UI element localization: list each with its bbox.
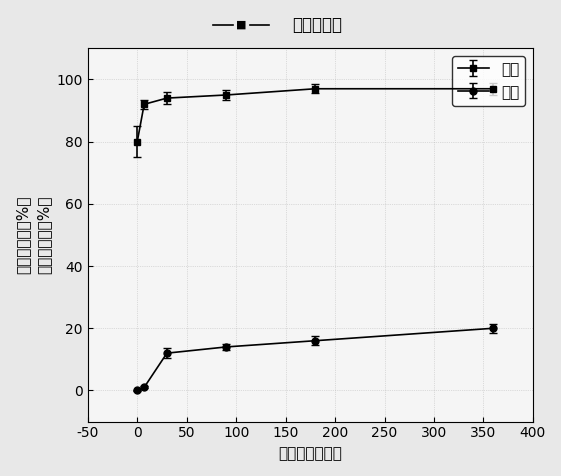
X-axis label: 反应时间（天）: 反应时间（天） xyxy=(278,446,342,461)
Text: ■: ■ xyxy=(236,20,246,30)
Y-axis label: 甲醛清除率（%）
甲醛消除率（%）: 甲醛清除率（%） 甲醛消除率（%） xyxy=(15,196,51,274)
Legend: 处理, 对照: 处理, 对照 xyxy=(452,56,525,106)
Text: 普通光触媒: 普通光触媒 xyxy=(292,16,342,33)
